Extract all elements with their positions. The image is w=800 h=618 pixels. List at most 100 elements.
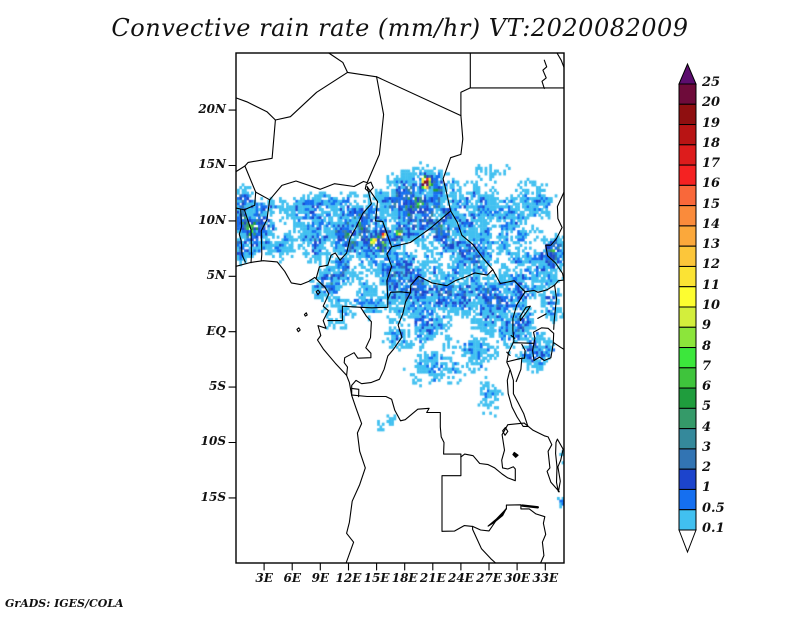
colorbar-tick-label: 16: [702, 176, 721, 192]
country-border: [441, 525, 497, 564]
lon-tick-label: 30E: [504, 571, 531, 585]
country-border: [351, 292, 411, 396]
country-border: [238, 209, 246, 263]
lon-tick-label: 3E: [255, 571, 273, 585]
lon-tick-label: 33E: [532, 571, 559, 585]
country-border: [506, 368, 529, 427]
colorbar-segment: [678, 347, 697, 369]
colorbar-segment: [678, 103, 697, 126]
colorbar-segment: [678, 326, 697, 349]
country-border: [243, 209, 253, 264]
country-border: [362, 76, 385, 184]
lon-tick-label: 27E: [476, 571, 502, 585]
country-border: [512, 342, 534, 344]
colorbar-tick-label: 10: [702, 298, 721, 313]
lat-tick-label: 5S: [208, 379, 226, 394]
colorbar-tick-label: 17: [702, 156, 721, 172]
country-border: [327, 298, 389, 322]
country-border: [492, 269, 526, 293]
colorbar-segment: [678, 367, 697, 389]
colorbar-segment: [678, 144, 697, 166]
colorbar-segment: [678, 428, 697, 450]
colorbar-tick-label: 7: [702, 358, 712, 374]
country-border: [460, 87, 471, 117]
colorbar-segment: [678, 164, 697, 186]
colorbar-segment: [678, 306, 697, 328]
colorbar-segment: [678, 488, 697, 511]
colorbar-tick-label: 15: [702, 196, 721, 212]
lat-tick-label: 10N: [198, 212, 226, 227]
lat-tick-label: 5N: [206, 268, 226, 283]
colorbar-tick-label: 0.5: [702, 500, 725, 516]
colorbar-segment: [678, 286, 697, 308]
country-border: [556, 52, 565, 68]
country-border: [235, 260, 366, 564]
colorbar-segment: [678, 509, 697, 531]
country-border: [487, 507, 507, 527]
country-border: [512, 451, 519, 458]
colorbar-segment: [678, 245, 697, 267]
lon-tick-label: 9E: [311, 571, 330, 585]
country-border: [328, 52, 349, 73]
lon-tick-label: 6E: [283, 571, 301, 585]
country-border: [519, 305, 531, 322]
country-border: [532, 327, 555, 362]
country-border: [553, 284, 558, 330]
country-border: [555, 438, 564, 493]
colorbar-segment: [678, 184, 697, 207]
country-border: [506, 351, 511, 357]
colorbar-tick-label: 2: [702, 460, 712, 476]
colorbar-tick-label: 0.1: [702, 521, 725, 536]
country-border: [472, 504, 547, 564]
colorbar-tick-label: 18: [702, 135, 721, 151]
colorbar-segment: [678, 83, 697, 105]
lon-tick-label: 12E: [335, 571, 362, 585]
lon-tick-label: 15E: [363, 571, 390, 585]
colorbar-tick-label: 19: [702, 115, 721, 131]
country-border: [315, 186, 372, 280]
colorbar-tick-label: 12: [702, 257, 721, 273]
colorbar-tick-label: 11: [702, 277, 721, 293]
colorbar-segment: [678, 468, 697, 490]
colorbar-tick-label: 1: [702, 480, 712, 496]
country-border: [387, 291, 411, 301]
colorbar-segment: [678, 265, 697, 288]
country-border: [515, 343, 526, 383]
colorbar-below-min-arrow: [678, 529, 697, 554]
country-border: [303, 312, 308, 317]
colorbar-tick-label: 25: [702, 75, 721, 90]
colorbar-segment: [678, 205, 697, 227]
lat-tick-label: 20N: [198, 102, 226, 117]
country-border: [274, 71, 349, 121]
country-border: [450, 210, 494, 271]
country-border: [554, 279, 565, 286]
country-border: [507, 357, 523, 363]
country-border: [460, 422, 525, 482]
country-border: [537, 313, 547, 319]
colorbar-segment: [678, 407, 697, 430]
country-border: [235, 119, 276, 173]
lat-tick-label: 10S: [200, 434, 226, 449]
country-border: [366, 186, 452, 248]
colorbar-tick-label: 5: [702, 399, 712, 415]
colorbar-segment: [678, 225, 697, 247]
lat-tick-label: 15N: [198, 157, 226, 172]
country-border: [296, 327, 301, 333]
country-border: [523, 422, 560, 493]
country-border: [553, 342, 565, 350]
country-border: [524, 284, 556, 293]
chart-title: Convective rain rate (mm/hr) VT:20200820…: [111, 14, 689, 42]
country-border: [521, 504, 539, 509]
country-border: [260, 199, 271, 262]
colorbar-tick-label: 20: [702, 95, 721, 111]
country-border: [541, 59, 548, 90]
country-border: [545, 191, 565, 281]
country-border: [343, 306, 372, 376]
country-border: [364, 181, 374, 193]
country-border: [376, 76, 462, 117]
country-border: [315, 289, 321, 296]
colorbar-segment: [678, 448, 697, 470]
country-border: [409, 269, 494, 294]
